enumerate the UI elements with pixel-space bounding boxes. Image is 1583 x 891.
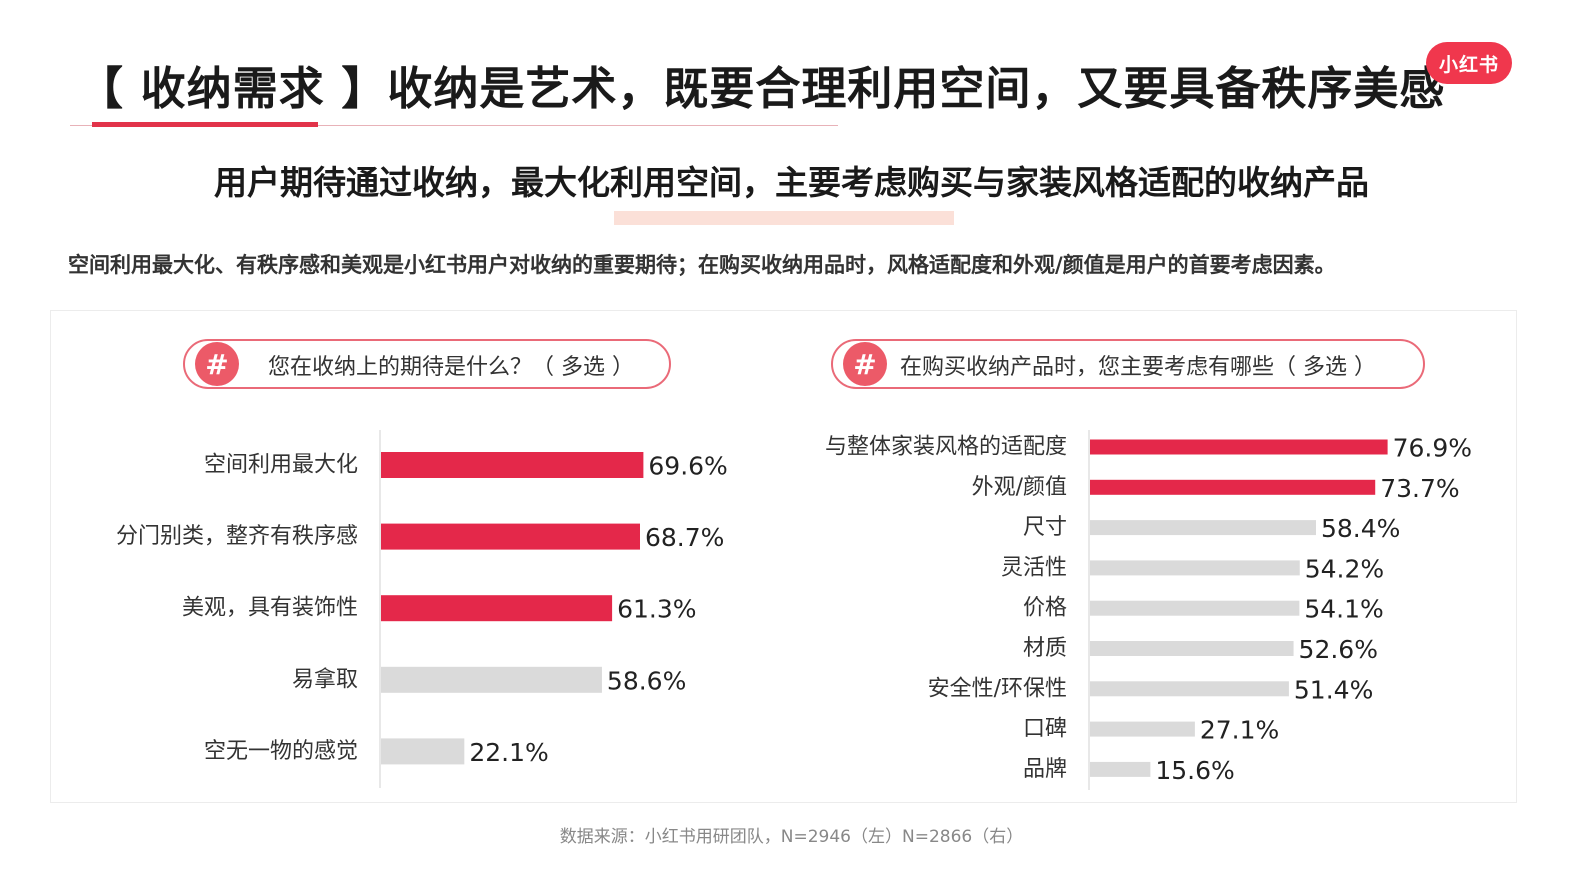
hash-icon: # xyxy=(843,342,887,386)
value-label: 52.6% xyxy=(1299,635,1378,664)
title-accent-bar xyxy=(92,122,318,127)
value-label: 27.1% xyxy=(1200,716,1279,745)
left-question-pill xyxy=(183,339,671,389)
bar xyxy=(381,523,640,550)
bar xyxy=(1090,479,1376,495)
title-divider xyxy=(70,125,838,126)
bar xyxy=(1090,641,1294,656)
category-label: 外观/颜值 xyxy=(972,475,1067,500)
value-label: 73.7% xyxy=(1380,474,1459,503)
category-label: 尺寸 xyxy=(1023,515,1067,540)
charts-panel xyxy=(50,310,1517,803)
bar xyxy=(1090,439,1388,455)
category-label: 灵活性 xyxy=(1001,555,1067,580)
value-label: 54.2% xyxy=(1305,554,1384,583)
value-label: 54.1% xyxy=(1304,595,1383,624)
value-label: 58.4% xyxy=(1321,514,1400,543)
value-label: 22.1% xyxy=(469,738,548,767)
hash-icon: # xyxy=(195,342,239,386)
subtitle: 用户期待通过收纳，最大化利用空间，主要考虑购买与家装风格适配的收纳产品 xyxy=(214,163,1369,202)
bar xyxy=(1090,560,1300,576)
summary-text: 空间利用最大化、有秩序感和美观是小红书用户对收纳的重要期待；在购买收纳用品时，风… xyxy=(68,253,1336,277)
category-label: 易拿取 xyxy=(292,666,358,692)
value-label: 51.4% xyxy=(1294,675,1373,704)
category-label: 与整体家装风格的适配度 xyxy=(825,435,1067,460)
category-label: 价格 xyxy=(1023,596,1067,621)
bar xyxy=(1090,761,1151,777)
category-label: 美观，具有装饰性 xyxy=(182,596,358,621)
bar xyxy=(1090,681,1289,697)
page-title: 【 收纳需求 】收纳是艺术，既要合理利用空间，又要具备秩序美感 xyxy=(78,62,1446,115)
left-question-text: 您在收纳上的期待是什么？（ 多选 ） xyxy=(268,355,634,380)
value-label: 15.6% xyxy=(1155,756,1234,785)
bar xyxy=(381,666,602,693)
brand-logo: 小红书 xyxy=(1426,42,1512,84)
category-label: 空无一物的感觉 xyxy=(204,739,358,764)
value-label: 69.6% xyxy=(648,452,727,481)
bar xyxy=(1090,721,1195,737)
value-label: 58.6% xyxy=(607,666,686,695)
bar xyxy=(381,452,644,478)
bar xyxy=(1090,520,1317,536)
subtitle-highlight xyxy=(614,211,954,225)
category-label: 口碑 xyxy=(1023,717,1067,742)
bar xyxy=(1090,600,1300,616)
category-label: 材质 xyxy=(1023,636,1067,661)
value-label: 68.7% xyxy=(645,523,724,552)
category-label: 空间利用最大化 xyxy=(204,453,358,478)
bar xyxy=(381,595,613,622)
right-question-text: 在购买收纳产品时，您主要考虑有哪些（ 多选 ） xyxy=(900,355,1376,380)
category-label: 安全性/环保性 xyxy=(928,676,1067,701)
category-label: 品牌 xyxy=(1023,757,1067,782)
bar xyxy=(381,738,465,765)
right-bar-chart: 与整体家装风格的适配度 76.9% 外观/颜值 73.7% 尺寸 58.4% 灵活性 54.2… xyxy=(825,430,1472,790)
data-source: 数据来源：小红书用研团队，N=2946（左）N=2866（右） xyxy=(559,827,1024,847)
value-label: 76.9% xyxy=(1393,434,1472,463)
category-label: 分门别类，整齐有秩序感 xyxy=(116,524,358,549)
right-question-pill xyxy=(831,339,1425,389)
value-label: 61.3% xyxy=(617,595,696,624)
left-bar-chart: 空间利用最大化 69.6% 分门别类，整齐有秩序感 68.7% 美观，具有装饰性 61.3… xyxy=(116,430,728,788)
